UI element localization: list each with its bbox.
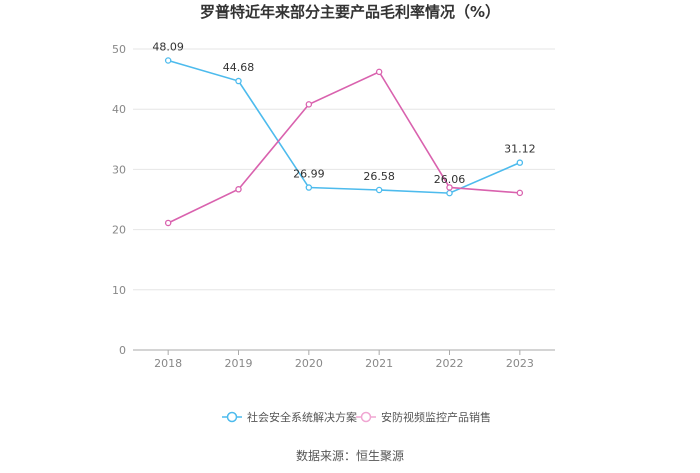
y-tick-label: 0 — [119, 344, 126, 357]
legend-item-series-0[interactable]: 社会安全系统解决方案 — [222, 410, 357, 424]
data-label: 48.09 — [152, 40, 184, 53]
x-axis: 2018 2019 2020 2021 2022 2023 — [154, 350, 534, 370]
data-label: 26.06 — [434, 173, 466, 186]
legend-label: 安防视频监控产品销售 — [381, 410, 491, 424]
data-point[interactable] — [235, 186, 242, 193]
legend: 社会安全系统解决方案 安防视频监控产品销售 — [222, 410, 491, 424]
source-text: 数据来源：恒生聚源 — [296, 448, 404, 463]
data-point[interactable] — [446, 184, 453, 191]
series-0 — [164, 57, 524, 197]
data-point[interactable] — [516, 189, 524, 197]
x-tick-label: 2023 — [506, 357, 534, 370]
data-label: 26.58 — [363, 170, 395, 183]
x-tick-label: 2021 — [365, 357, 393, 370]
legend-label: 社会安全系统解决方案 — [247, 410, 357, 424]
y-tick-label: 40 — [112, 103, 126, 116]
data-point[interactable] — [446, 189, 453, 197]
data-labels: 48.09 44.68 26.99 26.58 26.06 31.12 — [152, 40, 535, 186]
series-line — [167, 59, 521, 194]
series-layer — [164, 57, 524, 227]
data-label: 44.68 — [223, 61, 255, 74]
data-point[interactable] — [375, 186, 383, 194]
y-tick-label: 30 — [112, 163, 126, 176]
legend-marker-icon — [226, 411, 238, 423]
x-tick-label: 2018 — [154, 357, 182, 370]
x-tick-label: 2022 — [436, 357, 464, 370]
y-tick-label: 10 — [112, 284, 126, 297]
series-1 — [164, 68, 524, 227]
data-point[interactable] — [375, 68, 383, 76]
series-line — [167, 70, 520, 224]
data-point[interactable] — [164, 219, 172, 227]
y-tick-label: 20 — [112, 224, 126, 237]
grid — [133, 48, 555, 291]
data-point[interactable] — [164, 57, 172, 64]
chart-title: 罗普特近年来部分主要产品毛利率情况（%） — [200, 3, 500, 21]
x-tick-label: 2020 — [295, 357, 323, 370]
data-label: 26.99 — [293, 168, 325, 181]
y-axis: 0 10 20 30 40 50 — [112, 43, 126, 357]
x-tick-label: 2019 — [225, 357, 253, 370]
data-point[interactable] — [516, 159, 524, 166]
legend-item-series-1[interactable]: 安防视频监控产品销售 — [356, 410, 491, 424]
legend-marker-icon — [360, 411, 372, 423]
data-point[interactable] — [305, 184, 313, 191]
data-label: 31.12 — [504, 143, 536, 156]
data-point[interactable] — [305, 101, 313, 108]
data-point[interactable] — [235, 77, 242, 85]
y-tick-label: 50 — [112, 43, 126, 56]
